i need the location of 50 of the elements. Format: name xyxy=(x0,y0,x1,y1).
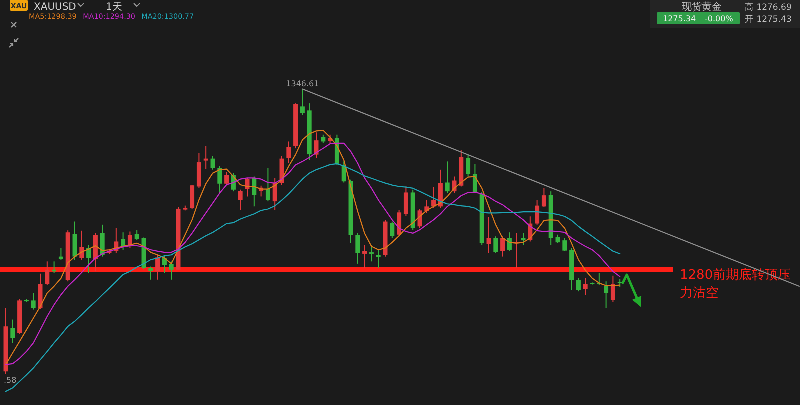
candlestick xyxy=(286,141,292,164)
candlestick xyxy=(190,184,195,210)
candlestick xyxy=(272,178,278,211)
candlestick xyxy=(583,278,588,296)
candlestick xyxy=(156,254,160,280)
candlestick xyxy=(542,188,546,208)
annotation: 1346.61 xyxy=(286,79,320,88)
candlestick xyxy=(45,261,50,286)
candlestick xyxy=(404,186,408,217)
candlestick xyxy=(148,266,154,280)
candlestick xyxy=(472,164,478,194)
candlestick xyxy=(93,232,98,272)
chart-subtitle: 1天 xyxy=(106,2,122,13)
candlestick xyxy=(576,278,581,292)
candlestick xyxy=(494,236,498,254)
candlestick xyxy=(169,261,174,280)
candlestick xyxy=(134,230,140,241)
candlestick xyxy=(376,249,381,269)
candlestick xyxy=(121,232,126,250)
candlestick xyxy=(500,236,506,258)
annotation: .58 xyxy=(4,376,17,386)
candlestick xyxy=(535,200,540,226)
candlestick xyxy=(31,292,36,310)
candlestick xyxy=(369,244,374,262)
candlestick xyxy=(58,248,64,260)
candlestick xyxy=(390,221,395,239)
candlestick xyxy=(266,168,270,202)
candlestick xyxy=(238,189,243,211)
candlestick xyxy=(562,238,568,252)
candlestick xyxy=(204,145,208,170)
candlestick xyxy=(224,172,230,186)
ref-line-label: 1280前期底转顶压力沽空 xyxy=(680,268,792,301)
candlestick xyxy=(356,232,360,264)
text: 高 1276.69 xyxy=(745,2,792,13)
text: 现货黄金 xyxy=(682,1,722,13)
candlestick xyxy=(486,216,492,254)
candlestick xyxy=(604,281,609,309)
candlestick xyxy=(362,244,368,269)
candlestick xyxy=(432,186,436,209)
candlestick xyxy=(10,319,16,344)
candlestick xyxy=(610,275,616,303)
candlestick xyxy=(162,254,167,274)
candlestick xyxy=(300,88,305,116)
candlestick xyxy=(445,161,450,194)
candlestick xyxy=(466,154,471,178)
text: 1275.34 xyxy=(663,14,696,24)
candlestick xyxy=(218,166,222,194)
chart-title: XAUUSD xyxy=(34,2,77,13)
text: -0.00% xyxy=(705,14,734,24)
text: 开 1275.43 xyxy=(745,15,792,25)
